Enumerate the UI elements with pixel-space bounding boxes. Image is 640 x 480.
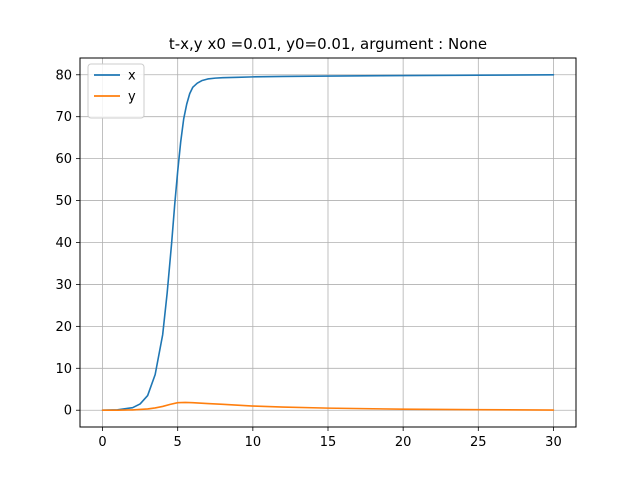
series-lines xyxy=(101,73,555,411)
legend-label-x: x xyxy=(128,69,136,84)
y-axis-ticks: 0 10 20 30 40 50 60 70 80 xyxy=(55,68,80,419)
x-tick-label: 25 xyxy=(470,435,487,450)
series-line-y xyxy=(101,401,555,411)
y-tick-label: 10 xyxy=(55,362,72,377)
x-tick-label: 0 xyxy=(98,435,106,450)
x-tick-label: 15 xyxy=(320,435,337,450)
x-tick-label: 10 xyxy=(245,435,262,450)
x-tick-label: 5 xyxy=(174,435,182,450)
legend-box xyxy=(87,63,145,119)
y-tick-label: 40 xyxy=(55,236,72,251)
legend-label-y: y xyxy=(128,90,136,105)
y-tick-label: 50 xyxy=(55,194,72,209)
y-tick-label: 0 xyxy=(64,404,72,419)
series-line-x xyxy=(101,73,555,411)
x-axis-ticks: 0 5 10 15 20 25 30 xyxy=(98,427,562,450)
x-tick-label: 20 xyxy=(395,435,412,450)
legend: xy xyxy=(87,63,145,119)
y-tick-label: 30 xyxy=(55,278,72,293)
y-tick-label: 70 xyxy=(55,110,72,125)
grid xyxy=(80,58,576,427)
y-tick-label: 60 xyxy=(55,152,72,167)
x-tick-label: 30 xyxy=(545,435,562,450)
y-tick-label: 80 xyxy=(55,68,72,83)
chart-title: t-x,y x0 =0.01, y0=0.01, argument : None xyxy=(169,35,487,53)
y-tick-label: 20 xyxy=(55,320,72,335)
